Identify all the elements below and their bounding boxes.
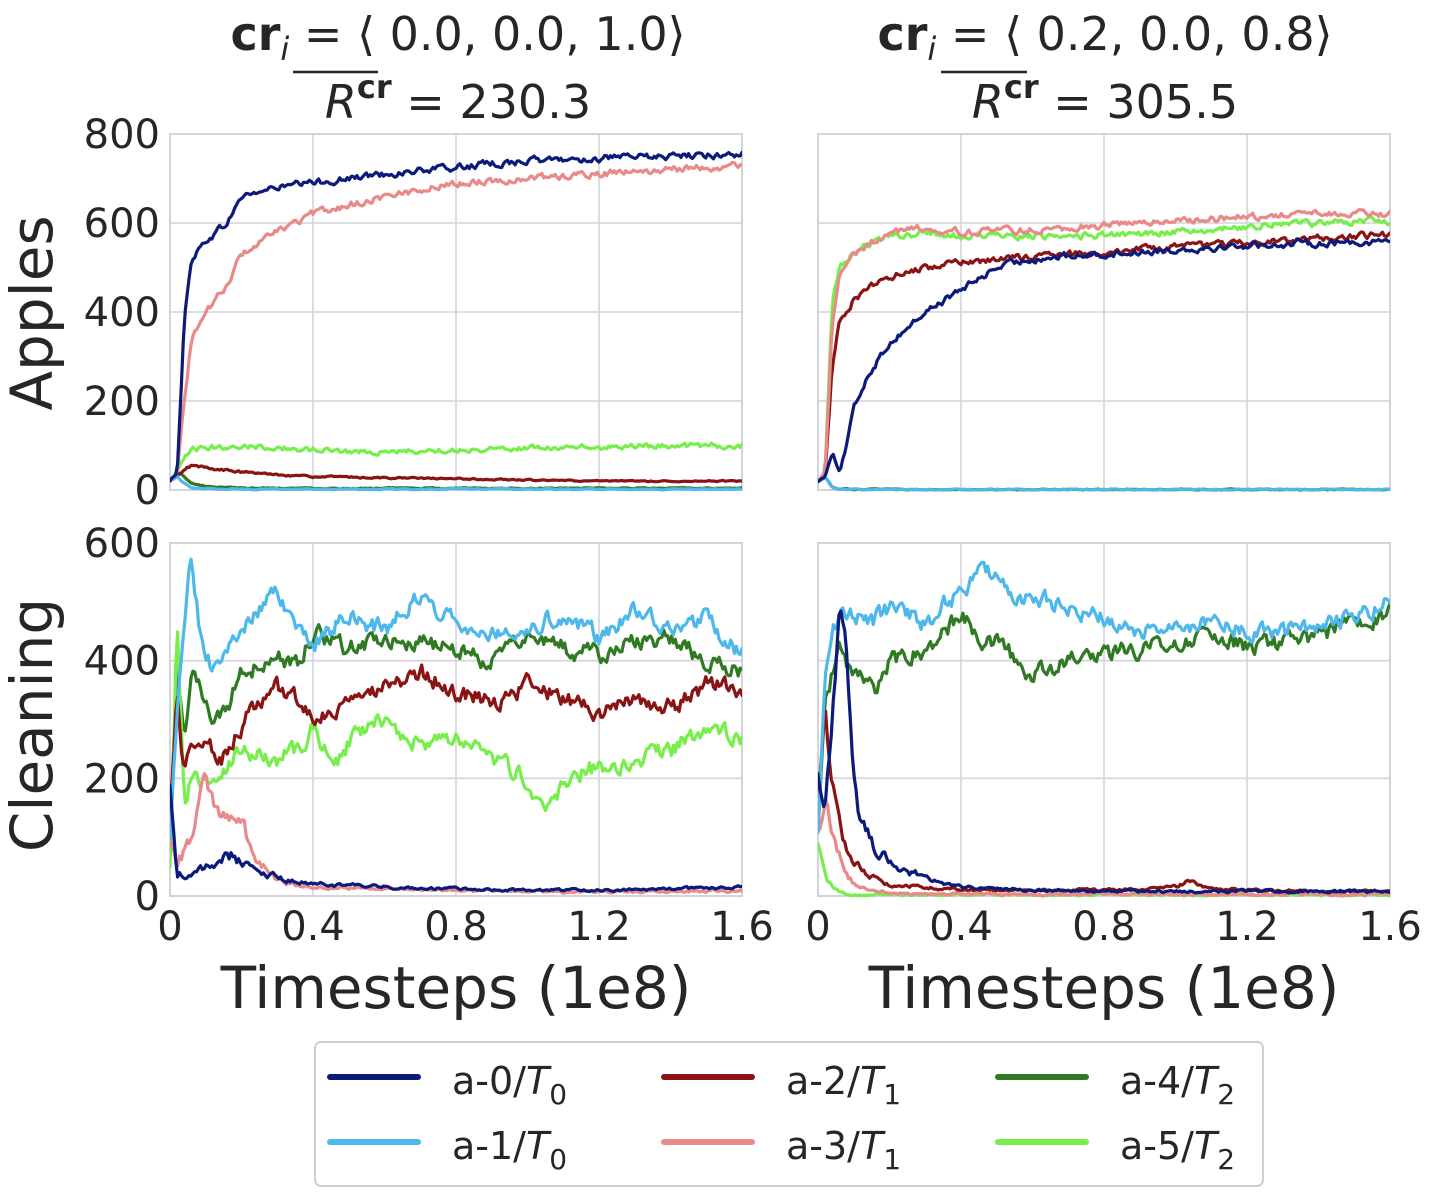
title-cr-values: = ⟨ 0.2, 0.0, 0.8⟩ bbox=[936, 7, 1332, 61]
svg-text:Rcr = 305.5: Rcr = 305.5 bbox=[972, 68, 1238, 129]
legend-label: a-1/T0 bbox=[452, 1124, 567, 1176]
x-tick-label: 1.2 bbox=[1215, 904, 1279, 950]
gridlines bbox=[169, 542, 743, 897]
panel-title-right: cri = ⟨ 0.2, 0.0, 0.8⟩ Rcr = 305.5 bbox=[877, 7, 1332, 129]
series-line-a-0-t0 bbox=[818, 609, 1390, 895]
y-tick-label: 400 bbox=[84, 290, 160, 336]
series-line-a-4-t2 bbox=[170, 623, 742, 840]
panel-cleaning-left: 0 200 400 600 0 0.4 0.8 1.2 1.6 bbox=[84, 521, 774, 950]
panel-apples-right bbox=[817, 133, 1391, 492]
legend-item: a-1/T0 bbox=[327, 1124, 567, 1176]
title-sub: i bbox=[280, 30, 289, 68]
series-line-a-0-t0 bbox=[170, 784, 742, 894]
series-group bbox=[818, 560, 1390, 898]
panel-apples-left: 0 200 400 600 800 bbox=[84, 112, 743, 514]
panel-cleaning-right: 0 0.4 0.8 1.2 1.6 bbox=[805, 542, 1422, 950]
series-line-a-0-t0 bbox=[170, 150, 742, 483]
x-tick-label: 0.4 bbox=[281, 904, 345, 950]
series-line-a-1-t0 bbox=[818, 560, 1390, 835]
panel-title-left: cri = ⟨ 0.0, 0.0, 1.0⟩ Rcr = 230.3 bbox=[230, 7, 685, 129]
svg-text:cri = ⟨ 0.2, 0.0, 0.8⟩: cri = ⟨ 0.2, 0.0, 0.8⟩ bbox=[877, 7, 1332, 68]
series-group bbox=[170, 557, 742, 895]
legend-item: a-4/T2 bbox=[995, 1059, 1235, 1111]
x-tick-label: 0 bbox=[157, 904, 182, 950]
series-line-a-1-t0 bbox=[818, 476, 1390, 492]
title-r-sup: cr bbox=[1004, 68, 1039, 106]
series-group bbox=[170, 150, 742, 492]
title-r-value: = 305.5 bbox=[1039, 75, 1238, 129]
legend-item: a-5/T2 bbox=[995, 1124, 1235, 1176]
legend-label: a-4/T2 bbox=[1120, 1059, 1235, 1111]
legend-item: a-3/T1 bbox=[661, 1124, 901, 1176]
xlabel-right: Timesteps (1e8) bbox=[868, 954, 1340, 1022]
title-cr: cr bbox=[877, 7, 927, 61]
title-cr-values: = ⟨ 0.0, 0.0, 1.0⟩ bbox=[289, 7, 685, 61]
title-sub: i bbox=[927, 30, 936, 68]
gridlines bbox=[817, 542, 1391, 897]
x-tick-label: 1.6 bbox=[710, 904, 774, 950]
svg-text:cri = ⟨ 0.0, 0.0, 1.0⟩: cri = ⟨ 0.0, 0.0, 1.0⟩ bbox=[230, 7, 685, 68]
series-line-a-2-t1 bbox=[170, 663, 742, 811]
x-tick-label: 0 bbox=[805, 904, 830, 950]
title-r-sup: cr bbox=[357, 68, 392, 106]
title-r: R bbox=[325, 75, 357, 129]
series-line-a-3-t1 bbox=[818, 208, 1390, 484]
series-line-a-5-t2 bbox=[818, 214, 1390, 484]
series-group bbox=[818, 208, 1390, 492]
x-tick-label: 0.4 bbox=[929, 904, 993, 950]
series-line-a-2-t1 bbox=[170, 463, 742, 484]
gridlines bbox=[817, 133, 1391, 491]
series-line-a-5-t2 bbox=[170, 441, 742, 483]
series-line-a-4-t2 bbox=[818, 601, 1390, 834]
title-r-value: = 230.3 bbox=[392, 75, 591, 129]
y-tick-label: 0 bbox=[135, 468, 160, 514]
title-r: R bbox=[972, 75, 1004, 129]
series-line-a-1-t0 bbox=[170, 475, 742, 492]
ylabel-apples: Apples bbox=[0, 215, 66, 410]
x-tick-label: 1.6 bbox=[1358, 904, 1422, 950]
y-tick-label: 400 bbox=[84, 639, 160, 685]
legend-label: a-3/T1 bbox=[786, 1124, 901, 1176]
ylabel-cleaning: Cleaning bbox=[0, 598, 66, 852]
y-tick-label: 600 bbox=[84, 201, 160, 247]
y-tick-label: 200 bbox=[84, 379, 160, 425]
xlabel-left: Timesteps (1e8) bbox=[220, 954, 692, 1022]
series-line-a-5-t2 bbox=[170, 630, 742, 869]
legend-item: a-0/T0 bbox=[327, 1059, 567, 1111]
gridlines bbox=[169, 133, 743, 491]
series-line-a-3-t1 bbox=[170, 160, 742, 483]
legend-label: a-0/T0 bbox=[452, 1059, 567, 1111]
legend: a-0/T0 a-1/T0 a-2/T1 a-3/T1 a-4/T2 a-5/T2 bbox=[314, 1041, 1264, 1187]
legend-label: a-5/T2 bbox=[1120, 1124, 1235, 1176]
x-tick-label: 1.2 bbox=[567, 904, 631, 950]
title-cr: cr bbox=[230, 7, 280, 61]
series-line-a-0-t0 bbox=[818, 237, 1390, 484]
axes-frame bbox=[169, 542, 743, 897]
y-tick-label: 0 bbox=[135, 874, 160, 920]
series-line-a-1-t0 bbox=[170, 557, 742, 841]
svg-text:Rcr = 230.3: Rcr = 230.3 bbox=[325, 68, 591, 129]
y-tick-label: 200 bbox=[84, 756, 160, 802]
y-tick-label: 600 bbox=[84, 521, 160, 567]
x-tick-label: 0.8 bbox=[1072, 904, 1136, 950]
legend-item: a-2/T1 bbox=[661, 1059, 901, 1111]
x-tick-label: 0.8 bbox=[424, 904, 488, 950]
legend-label: a-2/T1 bbox=[786, 1059, 901, 1111]
y-tick-label: 800 bbox=[84, 112, 160, 158]
